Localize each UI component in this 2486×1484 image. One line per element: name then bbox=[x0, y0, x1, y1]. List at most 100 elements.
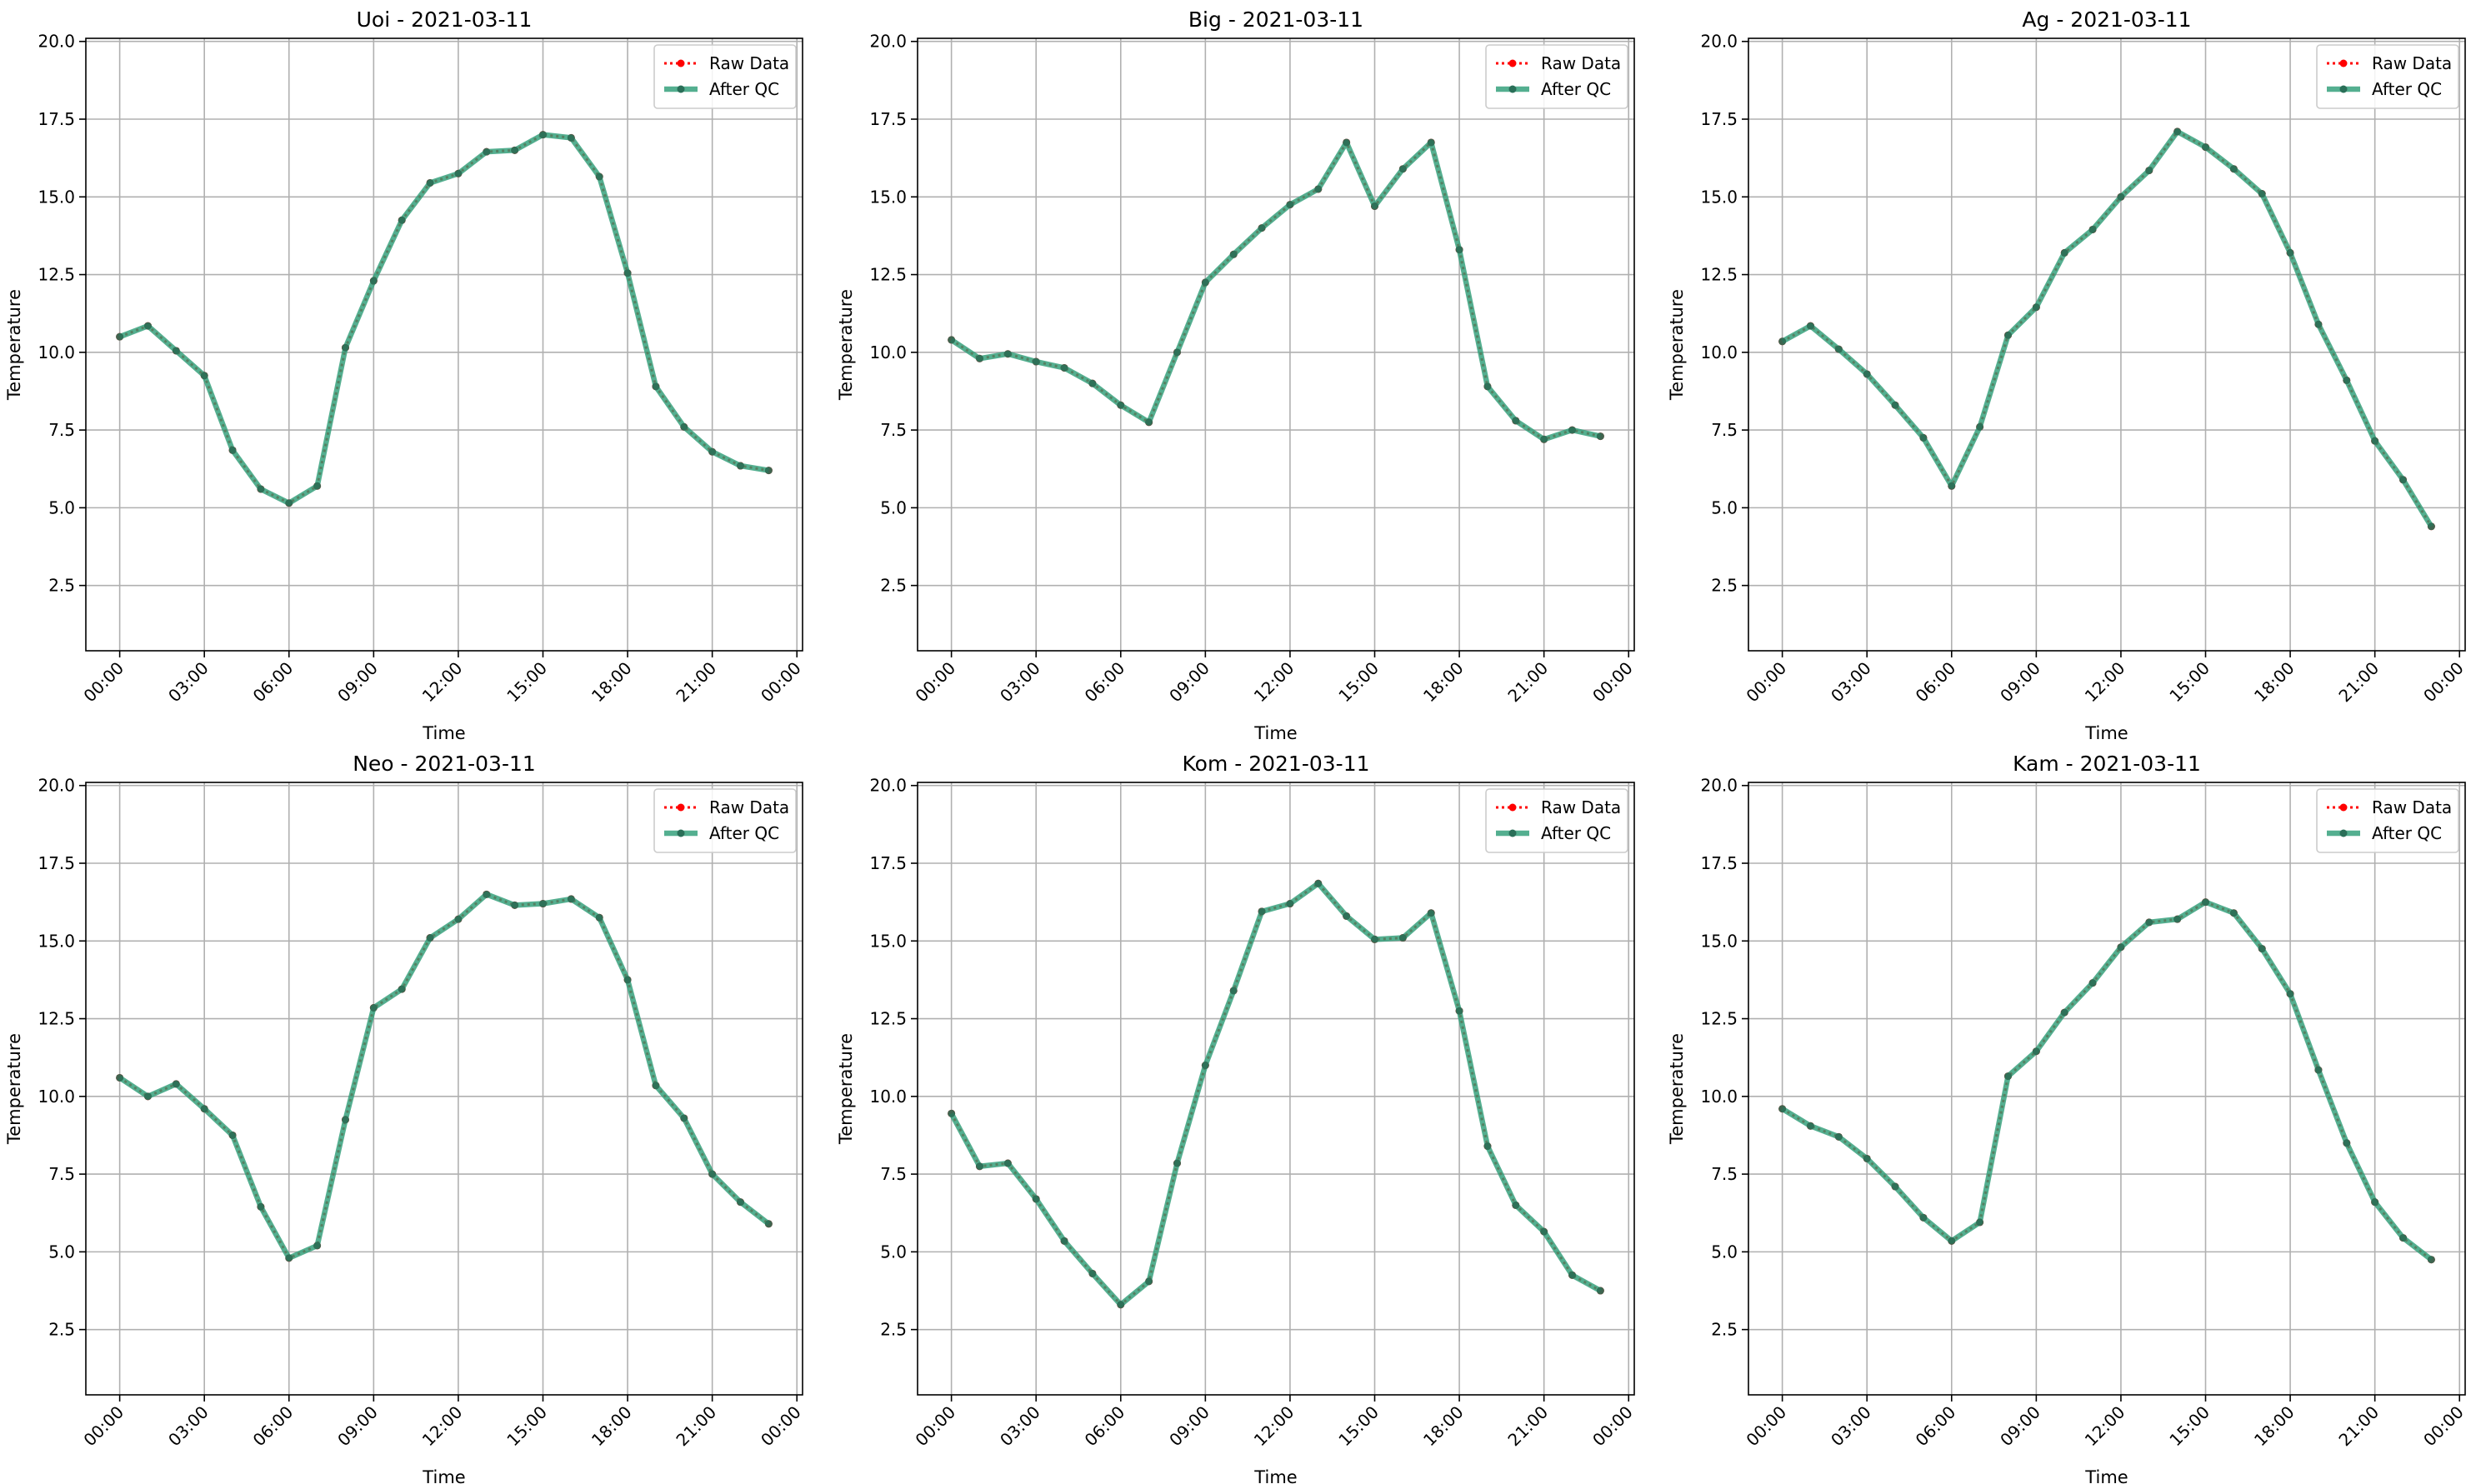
after-qc-point bbox=[623, 976, 632, 984]
series-line-after-qc bbox=[948, 881, 1602, 1308]
axes-frame bbox=[1748, 782, 2466, 1396]
after-qc-point bbox=[1286, 900, 1294, 908]
legend-label-raw-data: Raw Data bbox=[1541, 53, 1621, 73]
x-tick-label: 09:00 bbox=[1165, 1402, 1213, 1451]
after-qc-point bbox=[2399, 476, 2408, 484]
after-qc-point bbox=[2286, 990, 2294, 998]
chart-panel-1: Uoi - 2021-03-11 2.5 5.0 7.5 10.0 12.5 15.0 17.… bbox=[4, 7, 805, 743]
y-axis-label: Temperature bbox=[4, 289, 24, 401]
after-qc-point bbox=[1778, 337, 1787, 346]
after-qc-point bbox=[737, 462, 745, 470]
y-tick-label: 10.0 bbox=[869, 342, 907, 362]
y-tick-label: 5.0 bbox=[1711, 497, 1738, 517]
legend-marker-raw-data bbox=[1508, 59, 1517, 67]
after-qc-point bbox=[1512, 1201, 1520, 1209]
after-qc-point bbox=[483, 147, 491, 156]
after-qc-point bbox=[511, 146, 519, 154]
chart-panel-4: Neo - 2021-03-11 2.5 5.0 7.5 10.0 12.5 15.0 17.… bbox=[4, 752, 805, 1484]
after-qc-point bbox=[1483, 1142, 1492, 1151]
after-qc-point bbox=[1088, 379, 1097, 387]
after-qc-point bbox=[1173, 1159, 1181, 1167]
legend: Raw Data After QC bbox=[653, 788, 797, 853]
after-qc-point bbox=[200, 372, 208, 380]
after-qc-point bbox=[369, 277, 378, 285]
x-tick-label: 06:00 bbox=[249, 658, 298, 707]
after-qc-point bbox=[2145, 167, 2153, 175]
chart-panel-5: Kom - 2021-03-11 2.5 5.0 7.5 10.0 12.5 15.0 17.… bbox=[836, 752, 1637, 1484]
y-tick-label: 17.5 bbox=[38, 109, 75, 129]
legend: Raw Data After QC bbox=[1485, 44, 1628, 109]
after-qc-point bbox=[369, 1003, 378, 1012]
y-tick-label: 17.5 bbox=[38, 853, 75, 873]
after-qc-point bbox=[2258, 190, 2266, 198]
x-tick-label: 09:00 bbox=[1996, 658, 2044, 707]
after-qc-point bbox=[1117, 401, 1125, 409]
x-tick-label: 03:00 bbox=[1827, 1402, 1875, 1451]
after-qc-point bbox=[1229, 250, 1238, 258]
x-tick-label: 00:00 bbox=[2419, 1402, 2468, 1451]
after-qc-point bbox=[1003, 1159, 1012, 1167]
after-qc-point bbox=[680, 1114, 688, 1122]
x-tick-label: 00:00 bbox=[1742, 1402, 1790, 1451]
after-qc-point bbox=[975, 354, 983, 362]
after-qc-point bbox=[398, 216, 406, 224]
x-tick-label: 21:00 bbox=[672, 1402, 720, 1451]
x-tick-label: 18:00 bbox=[2250, 1402, 2298, 1451]
x-tick-label: 12:00 bbox=[418, 1402, 467, 1451]
x-tick-label: 00:00 bbox=[757, 1402, 805, 1451]
after-qc-point bbox=[426, 178, 434, 187]
after-qc-point bbox=[2003, 1072, 2012, 1081]
legend-marker-after-qc bbox=[1508, 85, 1517, 93]
after-qc-point bbox=[737, 1198, 745, 1207]
after-qc-point bbox=[2202, 143, 2210, 152]
legend-label-raw-data: Raw Data bbox=[2372, 797, 2452, 817]
legend-label-after-qc: After QC bbox=[2372, 823, 2442, 843]
x-tick-label: 12:00 bbox=[2081, 1402, 2129, 1451]
after-qc-point bbox=[1060, 1237, 1068, 1245]
chart-panel-3: Ag - 2021-03-11 2.5 5.0 7.5 10.0 12.5 15.0 17.5… bbox=[1667, 7, 2468, 743]
after-qc-point bbox=[2314, 1066, 2323, 1074]
x-tick-label: 15:00 bbox=[1334, 1402, 1383, 1451]
after-qc-point bbox=[1834, 1132, 1843, 1141]
legend-label-raw-data: Raw Data bbox=[1541, 797, 1621, 817]
series-line-after-qc bbox=[949, 139, 1602, 442]
after-qc-point bbox=[595, 913, 603, 922]
y-tick-label: 10.0 bbox=[1700, 342, 1738, 362]
after-qc-point bbox=[1806, 1122, 1814, 1130]
x-tick-label: 06:00 bbox=[1081, 1402, 1129, 1451]
axes-frame bbox=[1748, 37, 2466, 652]
after-qc-point bbox=[313, 482, 322, 490]
y-tick-label: 15.0 bbox=[869, 187, 907, 207]
after-qc-point bbox=[1258, 907, 1266, 916]
y-axis-label: Temperature bbox=[4, 1033, 24, 1145]
after-qc-point bbox=[975, 1162, 983, 1171]
y-tick-label: 17.5 bbox=[1700, 853, 1738, 873]
after-qc-point bbox=[2427, 522, 2435, 531]
chart-title: Neo - 2021-03-11 bbox=[353, 752, 536, 776]
legend-marker-after-qc bbox=[2339, 85, 2348, 93]
y-tick-label: 7.5 bbox=[880, 420, 907, 440]
after-qc-point bbox=[454, 915, 463, 923]
legend-marker-after-qc bbox=[1508, 829, 1517, 837]
axes-frame bbox=[85, 37, 803, 652]
chart-title: Kom - 2021-03-11 bbox=[1183, 752, 1370, 776]
after-qc-point bbox=[1003, 350, 1012, 358]
y-tick-label: 15.0 bbox=[38, 187, 75, 207]
after-qc-point bbox=[680, 422, 688, 431]
after-qc-point bbox=[1314, 185, 1323, 193]
after-qc-point bbox=[1427, 909, 1435, 917]
after-qc-point bbox=[652, 1082, 660, 1090]
x-axis-label: Time bbox=[2084, 723, 2128, 743]
after-qc-point bbox=[2202, 898, 2210, 907]
after-qc-point bbox=[2371, 1198, 2379, 1207]
y-axis-label: Temperature bbox=[836, 1033, 856, 1145]
after-qc-point bbox=[1455, 1007, 1463, 1015]
after-qc-point bbox=[1427, 138, 1435, 147]
after-qc-point bbox=[1398, 165, 1407, 173]
chart-title: Big - 2021-03-11 bbox=[1188, 7, 1363, 32]
after-qc-point bbox=[228, 446, 237, 454]
series-line-raw-data bbox=[1781, 129, 2433, 527]
after-qc-point bbox=[426, 934, 434, 942]
after-qc-point bbox=[1540, 1227, 1548, 1236]
after-qc-point bbox=[1891, 401, 1899, 409]
